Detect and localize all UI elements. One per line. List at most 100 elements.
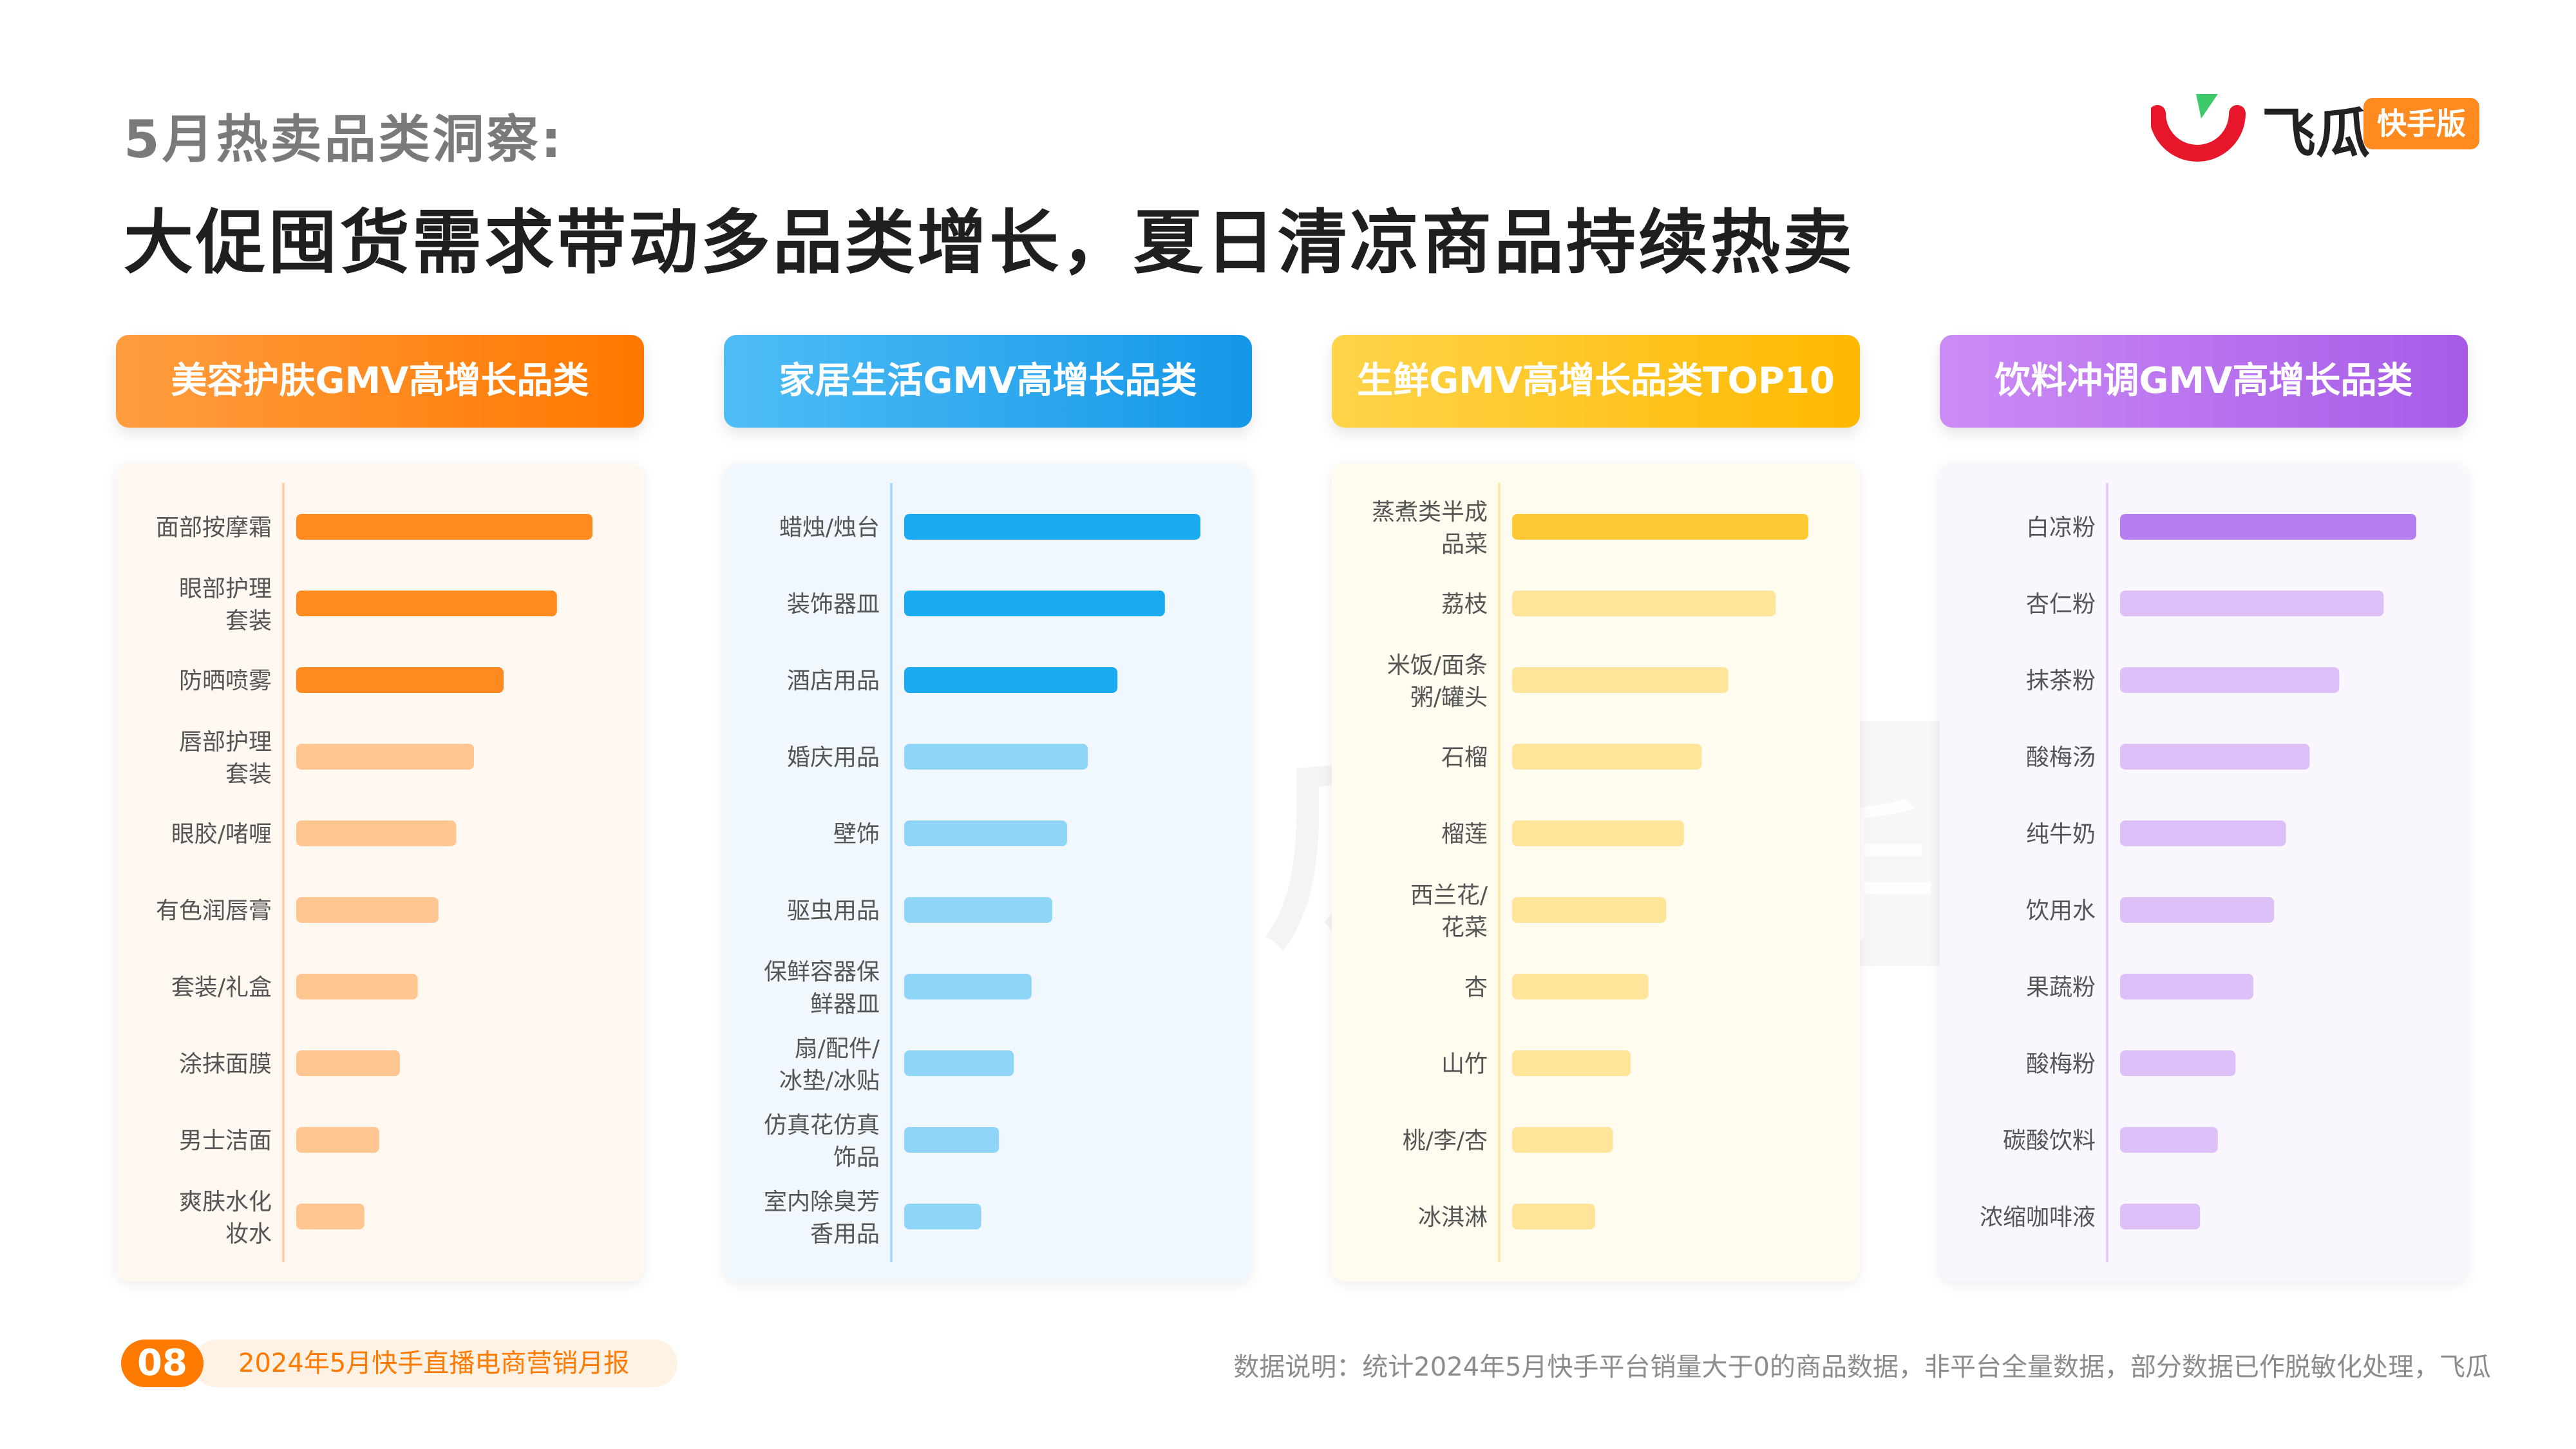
bar-beverage-4	[2120, 744, 2310, 770]
bar-fresh-8	[1512, 1050, 1631, 1076]
logo-badge: 快手版	[2363, 98, 2479, 149]
category-label-home-10: 室内除臭芳香用品	[764, 1189, 880, 1247]
chart-beauty: 面部按摩霜眼部护理套装防晒喷雾唇部护理套装眼胶/啫喱有色润唇膏套装/礼盒涂抹面膜…	[116, 464, 644, 1282]
category-label-fresh-7: 杏	[1464, 974, 1488, 1001]
logo-text: 飞瓜	[2262, 102, 2371, 165]
category-label-beverage-5: 纯牛奶	[2026, 821, 2096, 848]
category-label-home-9: 仿真花仿真饰品	[764, 1112, 880, 1171]
bar-home-4	[904, 744, 1088, 770]
bar-fresh-9	[1512, 1127, 1613, 1153]
bar-beauty-10	[296, 1204, 365, 1229]
category-label-beverage-10: 浓缩咖啡液	[1980, 1204, 2096, 1231]
footer-data-note: 数据说明：统计2024年5月快手平台销量大于0的商品数据，非平台全量数据，部分数…	[1233, 1352, 2491, 1382]
bar-beauty-7	[296, 974, 418, 999]
category-label-fresh-2: 荔枝	[1441, 591, 1488, 618]
bar-home-1	[904, 514, 1200, 540]
category-label-home-1: 蜡烛/烛台	[779, 515, 880, 541]
bar-fresh-6	[1512, 897, 1667, 923]
bar-beverage-1	[2120, 514, 2416, 540]
footer-page-number: 08	[121, 1340, 204, 1387]
category-label-beauty-3: 防晒喷雾	[179, 668, 272, 694]
category-label-home-4: 婚庆用品	[787, 744, 880, 771]
bar-fresh-10	[1512, 1204, 1595, 1229]
category-label-beauty-5: 眼胶/啫喱	[171, 821, 272, 848]
page-title: 大促囤货需求带动多品类增长，夏日清凉商品持续热卖	[124, 203, 1855, 283]
bar-home-8	[904, 1050, 1014, 1076]
category-label-beauty-8: 涂抹面膜	[179, 1051, 272, 1077]
bar-home-5	[904, 820, 1067, 846]
category-label-beverage-3: 抹茶粉	[2026, 668, 2096, 694]
bar-home-3	[904, 667, 1118, 693]
bar-fresh-1	[1512, 514, 1808, 540]
bar-fresh-7	[1512, 974, 1649, 999]
category-label-fresh-8: 山竹	[1441, 1051, 1488, 1077]
category-label-beauty-10: 爽肤水化妆水	[179, 1189, 272, 1247]
chart-svg-home: 蜡烛/烛台装饰器皿酒店用品婚庆用品壁饰驱虫用品保鲜容器保鲜器皿扇/配件/冰垫/冰…	[764, 483, 1200, 1262]
category-label-beauty-9: 男士洁面	[179, 1128, 272, 1154]
category-label-beauty-6: 有色润唇膏	[156, 898, 272, 924]
bar-beverage-9	[2120, 1127, 2218, 1153]
panel-header-beauty: 美容护肤GMV高增长品类TOP10	[116, 335, 644, 495]
category-label-beverage-1: 白凉粉	[2026, 515, 2096, 541]
category-label-fresh-4: 石榴	[1441, 744, 1488, 771]
category-label-beverage-8: 酸梅粉	[2026, 1051, 2096, 1077]
category-label-beverage-9: 碳酸饮料	[2003, 1128, 2096, 1154]
bar-beauty-5	[296, 820, 457, 846]
category-label-fresh-6: 西兰花/花菜	[1410, 882, 1488, 941]
category-label-beverage-7: 果蔬粉	[2026, 974, 2096, 1001]
bar-beauty-2	[296, 591, 557, 616]
bar-fresh-4	[1512, 744, 1702, 770]
bar-beverage-6	[2120, 897, 2275, 923]
brand-logo: 飞瓜 快手版	[2151, 88, 2486, 165]
category-label-home-6: 驱虫用品	[787, 898, 880, 924]
bar-home-6	[904, 897, 1052, 923]
logo-mark-icon	[2151, 94, 2246, 162]
chart-svg-beauty: 面部按摩霜眼部护理套装防晒喷雾唇部护理套装眼胶/啫喱有色润唇膏套装/礼盒涂抹面膜…	[156, 483, 592, 1262]
category-label-fresh-1: 蒸煮类半成品菜	[1372, 499, 1488, 558]
watermark: 飞瓜 快手版	[451, 670, 2215, 1205]
chart-home: 蜡烛/烛台装饰器皿酒店用品婚庆用品壁饰驱虫用品保鲜容器保鲜器皿扇/配件/冰垫/冰…	[724, 464, 1252, 1282]
page-subtitle: 5月热卖品类洞察:	[124, 109, 564, 169]
category-label-beverage-6: 饮用水	[2026, 898, 2096, 924]
bar-beauty-8	[296, 1050, 400, 1076]
bar-home-9	[904, 1127, 999, 1153]
category-label-fresh-5: 榴莲	[1441, 821, 1488, 848]
panel-header-home: 家居生活GMV高增长品类TOP10	[724, 335, 1252, 495]
category-label-fresh-9: 桃/李/杏	[1403, 1128, 1488, 1154]
category-label-beauty-1: 面部按摩霜	[156, 515, 272, 541]
category-label-home-7: 保鲜容器保鲜器皿	[764, 959, 880, 1018]
category-label-fresh-10: 冰淇淋	[1418, 1204, 1488, 1231]
category-label-home-5: 壁饰	[833, 821, 880, 848]
bar-beauty-9	[296, 1127, 379, 1153]
category-label-beverage-2: 杏仁粉	[2026, 591, 2096, 618]
bar-home-7	[904, 974, 1032, 999]
bar-fresh-3	[1512, 667, 1728, 693]
chart-fresh: 蒸煮类半成品菜荔枝米饭/面条粥/罐头石榴榴莲西兰花/花菜杏山竹桃/李/杏冰淇淋	[1332, 464, 1860, 1282]
bar-home-2	[904, 591, 1165, 616]
category-label-beauty-4: 唇部护理套装	[179, 729, 272, 788]
bar-fresh-5	[1512, 820, 1684, 846]
chart-beverage: 白凉粉杏仁粉抹茶粉酸梅汤纯牛奶饮用水果蔬粉酸梅粉碳酸饮料浓缩咖啡液	[1940, 464, 2468, 1282]
category-label-home-3: 酒店用品	[787, 668, 880, 694]
bar-beverage-7	[2120, 974, 2253, 999]
bar-beverage-2	[2120, 591, 2384, 616]
footer-report-title: 2024年5月快手直播电商营销月报	[193, 1340, 677, 1387]
category-label-beverage-4: 酸梅汤	[2026, 744, 2096, 771]
bar-beauty-1	[296, 514, 592, 540]
bar-beverage-10	[2120, 1204, 2201, 1229]
category-label-beauty-7: 套装/礼盒	[171, 974, 272, 1001]
bar-beauty-4	[296, 744, 474, 770]
bar-home-10	[904, 1204, 981, 1229]
bar-beverage-5	[2120, 820, 2286, 846]
bar-beverage-3	[2120, 667, 2340, 693]
bar-beverage-8	[2120, 1050, 2236, 1076]
category-label-home-8: 扇/配件/冰垫/冰贴	[779, 1036, 880, 1094]
category-label-fresh-3: 米饭/面条粥/罐头	[1387, 652, 1488, 711]
category-label-home-2: 装饰器皿	[787, 591, 880, 618]
panel-header-beverage: 饮料冲调GMV高增长品类TOP10	[1940, 335, 2468, 495]
panel-header-fresh: 生鲜GMV高增长品类TOP10	[1332, 335, 1860, 428]
bar-beauty-6	[296, 897, 439, 923]
category-label-beauty-2: 眼部护理套装	[179, 576, 272, 634]
